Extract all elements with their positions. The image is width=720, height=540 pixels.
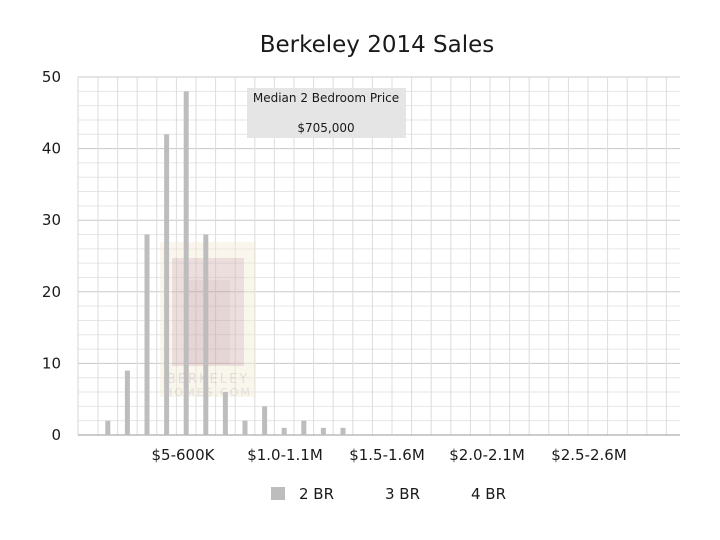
- median-annotation: Median 2 Bedroom Price $705,000: [247, 88, 406, 138]
- bar-2br: [144, 234, 150, 435]
- x-axis-ticks: $5-600K $1.0-1.1M $1.5-1.6M $2.0-2.1M $2.5-2…: [152, 446, 627, 464]
- bar-2br: [124, 370, 130, 435]
- y-tick-label: 10: [42, 354, 61, 372]
- bar-2br: [262, 406, 268, 435]
- y-axis-ticks: 0 10 20 30 40 50: [42, 68, 61, 444]
- annotation-box: [247, 88, 406, 138]
- bar-2br: [222, 392, 228, 435]
- annotation-title: Median 2 Bedroom Price: [253, 91, 399, 105]
- x-tick-label: $5-600K: [152, 446, 216, 464]
- legend-label-4br: 4 BR: [471, 485, 506, 503]
- legend-label-3br: 3 BR: [385, 485, 420, 503]
- bar-2br: [105, 420, 111, 435]
- y-tick-label: 20: [42, 283, 61, 301]
- bar-2br: [164, 134, 170, 435]
- x-tick-label: $1.5-1.6M: [349, 446, 425, 464]
- legend-swatch-2br: [271, 487, 285, 500]
- annotation-value: $705,000: [297, 121, 354, 135]
- bar-2br: [340, 427, 346, 435]
- bars: [105, 91, 346, 435]
- bar-2br: [203, 234, 209, 435]
- bar-2br: [320, 427, 326, 435]
- legend: 2 BR 3 BR 4 BR: [271, 485, 506, 503]
- x-tick-label: $1.0-1.1M: [247, 446, 323, 464]
- bar-2br: [183, 91, 189, 435]
- bar-2br: [281, 427, 287, 435]
- y-tick-label: 40: [42, 140, 61, 158]
- x-tick-label: $2.5-2.6M: [551, 446, 627, 464]
- y-tick-label: 50: [42, 68, 61, 86]
- bar-2br: [242, 420, 248, 435]
- bar-2br: [301, 420, 307, 435]
- y-tick-label: 30: [42, 211, 61, 229]
- legend-label-2br: 2 BR: [299, 485, 334, 503]
- chart-title: Berkeley 2014 Sales: [260, 32, 495, 58]
- y-tick-label: 0: [51, 426, 61, 444]
- x-tick-label: $2.0-2.1M: [449, 446, 525, 464]
